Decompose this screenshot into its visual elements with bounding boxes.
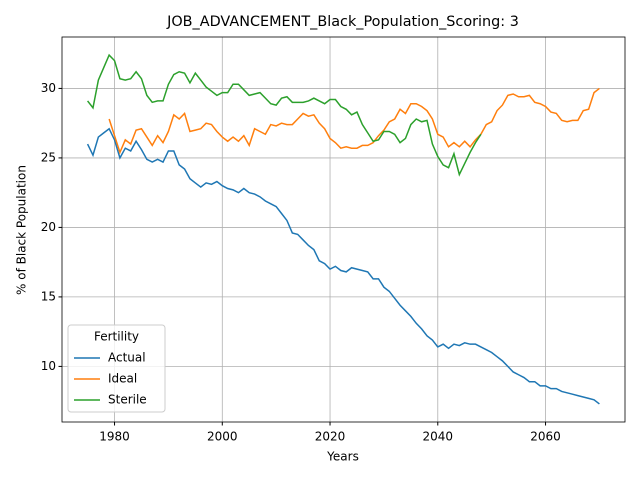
- y-tick-label: 10: [41, 359, 56, 373]
- legend-title: Fertility: [94, 330, 139, 344]
- legend-box: [67, 324, 166, 413]
- y-tick-label: 15: [41, 289, 56, 303]
- x-tick-label: 1980: [99, 430, 130, 444]
- y-tick-label: 30: [41, 81, 56, 95]
- y-tick-label: 20: [41, 220, 56, 234]
- legend-label: Ideal: [108, 372, 137, 386]
- x-tick-label: 2000: [207, 430, 238, 444]
- plot-frame: [61, 36, 626, 423]
- y-tick-label: 25: [41, 150, 56, 164]
- x-axis-label: Years: [326, 450, 359, 464]
- chart-title: JOB_ADVANCEMENT_Black_Population_Scoring…: [166, 14, 519, 30]
- x-tick-label: 2040: [423, 430, 454, 444]
- legend-label: Actual: [108, 351, 146, 365]
- legend-label: Sterile: [108, 393, 147, 407]
- data-line: [86, 127, 600, 405]
- x-tick-label: 2060: [530, 430, 561, 444]
- data-line: [108, 87, 600, 155]
- data-line: [86, 53, 482, 177]
- x-tick-label: 2020: [315, 430, 346, 444]
- y-axis-label: % of Black Population: [15, 165, 29, 295]
